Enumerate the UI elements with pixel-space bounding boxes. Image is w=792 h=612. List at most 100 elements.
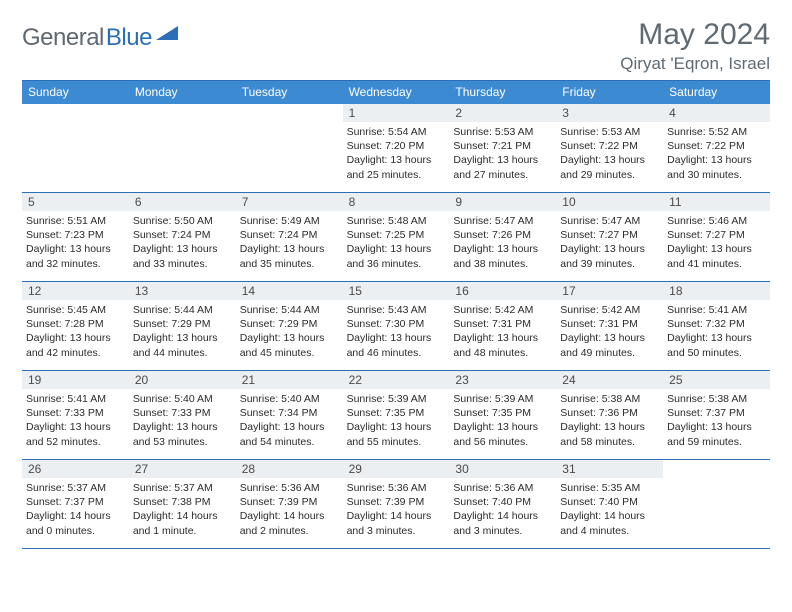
day-cell: 31Sunrise: 5:35 AMSunset: 7:40 PMDayligh… xyxy=(556,460,663,548)
daylight-line: Daylight: 13 hours and 55 minutes. xyxy=(347,420,446,448)
sunrise-line: Sunrise: 5:47 AM xyxy=(453,214,552,228)
daylight-line: Daylight: 13 hours and 27 minutes. xyxy=(453,153,552,181)
day-number: 24 xyxy=(556,371,663,389)
sunrise-line: Sunrise: 5:40 AM xyxy=(133,392,232,406)
daylight-line: Daylight: 13 hours and 53 minutes. xyxy=(133,420,232,448)
sunset-line: Sunset: 7:34 PM xyxy=(240,406,339,420)
daylight-line: Daylight: 13 hours and 59 minutes. xyxy=(667,420,766,448)
day-number: 21 xyxy=(236,371,343,389)
sunrise-line: Sunrise: 5:44 AM xyxy=(133,303,232,317)
title-block: May 2024 Qiryat 'Eqron, Israel xyxy=(620,18,770,74)
day-number: 22 xyxy=(343,371,450,389)
daylight-line: Daylight: 14 hours and 2 minutes. xyxy=(240,509,339,537)
empty-day-cell xyxy=(129,104,236,192)
brand-triangle-icon xyxy=(156,24,178,45)
week-row: 12Sunrise: 5:45 AMSunset: 7:28 PMDayligh… xyxy=(22,282,770,371)
sunrise-line: Sunrise: 5:42 AM xyxy=(560,303,659,317)
sunrise-line: Sunrise: 5:45 AM xyxy=(26,303,125,317)
sunset-line: Sunset: 7:33 PM xyxy=(26,406,125,420)
day-number: 7 xyxy=(236,193,343,211)
day-number: 4 xyxy=(663,104,770,122)
sunset-line: Sunset: 7:24 PM xyxy=(133,228,232,242)
daylight-line: Daylight: 13 hours and 42 minutes. xyxy=(26,331,125,359)
daylight-line: Daylight: 14 hours and 0 minutes. xyxy=(26,509,125,537)
day-number: 25 xyxy=(663,371,770,389)
sunrise-line: Sunrise: 5:41 AM xyxy=(26,392,125,406)
day-number: 10 xyxy=(556,193,663,211)
weekday-header: Wednesday xyxy=(343,81,450,104)
daylight-line: Daylight: 13 hours and 38 minutes. xyxy=(453,242,552,270)
sunrise-line: Sunrise: 5:48 AM xyxy=(347,214,446,228)
day-cell: 17Sunrise: 5:42 AMSunset: 7:31 PMDayligh… xyxy=(556,282,663,370)
day-cell: 23Sunrise: 5:39 AMSunset: 7:35 PMDayligh… xyxy=(449,371,556,459)
day-cell: 21Sunrise: 5:40 AMSunset: 7:34 PMDayligh… xyxy=(236,371,343,459)
sunrise-line: Sunrise: 5:44 AM xyxy=(240,303,339,317)
sunset-line: Sunset: 7:35 PM xyxy=(453,406,552,420)
day-number: 1 xyxy=(343,104,450,122)
weeks-container: 1Sunrise: 5:54 AMSunset: 7:20 PMDaylight… xyxy=(22,104,770,549)
sunset-line: Sunset: 7:29 PM xyxy=(240,317,339,331)
sunset-line: Sunset: 7:22 PM xyxy=(667,139,766,153)
day-cell: 16Sunrise: 5:42 AMSunset: 7:31 PMDayligh… xyxy=(449,282,556,370)
day-cell: 29Sunrise: 5:36 AMSunset: 7:39 PMDayligh… xyxy=(343,460,450,548)
day-cell: 9 Sunrise: 5:47 AMSunset: 7:26 PMDaylight… xyxy=(449,193,556,281)
sunset-line: Sunset: 7:31 PM xyxy=(560,317,659,331)
day-cell: 27Sunrise: 5:37 AMSunset: 7:38 PMDayligh… xyxy=(129,460,236,548)
sunrise-line: Sunrise: 5:50 AM xyxy=(133,214,232,228)
day-number: 9 xyxy=(449,193,556,211)
sunset-line: Sunset: 7:26 PM xyxy=(453,228,552,242)
day-number: 14 xyxy=(236,282,343,300)
weekday-header: Thursday xyxy=(449,81,556,104)
sunrise-line: Sunrise: 5:46 AM xyxy=(667,214,766,228)
day-number: 29 xyxy=(343,460,450,478)
sunrise-line: Sunrise: 5:53 AM xyxy=(560,125,659,139)
sunset-line: Sunset: 7:25 PM xyxy=(347,228,446,242)
day-cell: 15Sunrise: 5:43 AMSunset: 7:30 PMDayligh… xyxy=(343,282,450,370)
sunset-line: Sunset: 7:33 PM xyxy=(133,406,232,420)
daylight-line: Daylight: 13 hours and 48 minutes. xyxy=(453,331,552,359)
sunrise-line: Sunrise: 5:40 AM xyxy=(240,392,339,406)
sunrise-line: Sunrise: 5:38 AM xyxy=(667,392,766,406)
daylight-line: Daylight: 13 hours and 25 minutes. xyxy=(347,153,446,181)
sunrise-line: Sunrise: 5:52 AM xyxy=(667,125,766,139)
day-cell: 18Sunrise: 5:41 AMSunset: 7:32 PMDayligh… xyxy=(663,282,770,370)
week-row: 26Sunrise: 5:37 AMSunset: 7:37 PMDayligh… xyxy=(22,460,770,549)
daylight-line: Daylight: 13 hours and 52 minutes. xyxy=(26,420,125,448)
sunset-line: Sunset: 7:22 PM xyxy=(560,139,659,153)
sunset-line: Sunset: 7:27 PM xyxy=(667,228,766,242)
daylight-line: Daylight: 14 hours and 1 minute. xyxy=(133,509,232,537)
day-number: 18 xyxy=(663,282,770,300)
day-cell: 25 Sunrise: 5:38 AMSunset: 7:37 PMDayligh… xyxy=(663,371,770,459)
day-number: 12 xyxy=(22,282,129,300)
day-cell: 2Sunrise: 5:53 AMSunset: 7:21 PMDaylight… xyxy=(449,104,556,192)
weekday-header: Monday xyxy=(129,81,236,104)
sunset-line: Sunset: 7:31 PM xyxy=(453,317,552,331)
day-number: 30 xyxy=(449,460,556,478)
daylight-line: Daylight: 14 hours and 4 minutes. xyxy=(560,509,659,537)
sunset-line: Sunset: 7:35 PM xyxy=(347,406,446,420)
sunset-line: Sunset: 7:32 PM xyxy=(667,317,766,331)
calendar: SundayMondayTuesdayWednesdayThursdayFrid… xyxy=(22,80,770,549)
sunset-line: Sunset: 7:30 PM xyxy=(347,317,446,331)
sunrise-line: Sunrise: 5:39 AM xyxy=(347,392,446,406)
header: General Blue May 2024 Qiryat 'Eqron, Isr… xyxy=(22,18,770,74)
sunset-line: Sunset: 7:24 PM xyxy=(240,228,339,242)
brand-text-2: Blue xyxy=(106,24,152,52)
weekday-header: Tuesday xyxy=(236,81,343,104)
weekday-header: Saturday xyxy=(663,81,770,104)
sunset-line: Sunset: 7:21 PM xyxy=(453,139,552,153)
sunset-line: Sunset: 7:40 PM xyxy=(453,495,552,509)
empty-day-cell xyxy=(663,460,770,548)
day-cell: 20Sunrise: 5:40 AMSunset: 7:33 PMDayligh… xyxy=(129,371,236,459)
sunset-line: Sunset: 7:38 PM xyxy=(133,495,232,509)
daylight-line: Daylight: 13 hours and 36 minutes. xyxy=(347,242,446,270)
day-number: 27 xyxy=(129,460,236,478)
daylight-line: Daylight: 13 hours and 29 minutes. xyxy=(560,153,659,181)
brand-text-1: General xyxy=(22,24,104,52)
sunset-line: Sunset: 7:29 PM xyxy=(133,317,232,331)
sunset-line: Sunset: 7:37 PM xyxy=(667,406,766,420)
day-cell: 11Sunrise: 5:46 AMSunset: 7:27 PMDayligh… xyxy=(663,193,770,281)
sunset-line: Sunset: 7:39 PM xyxy=(347,495,446,509)
day-cell: 5Sunrise: 5:51 AMSunset: 7:23 PMDaylight… xyxy=(22,193,129,281)
sunrise-line: Sunrise: 5:42 AM xyxy=(453,303,552,317)
